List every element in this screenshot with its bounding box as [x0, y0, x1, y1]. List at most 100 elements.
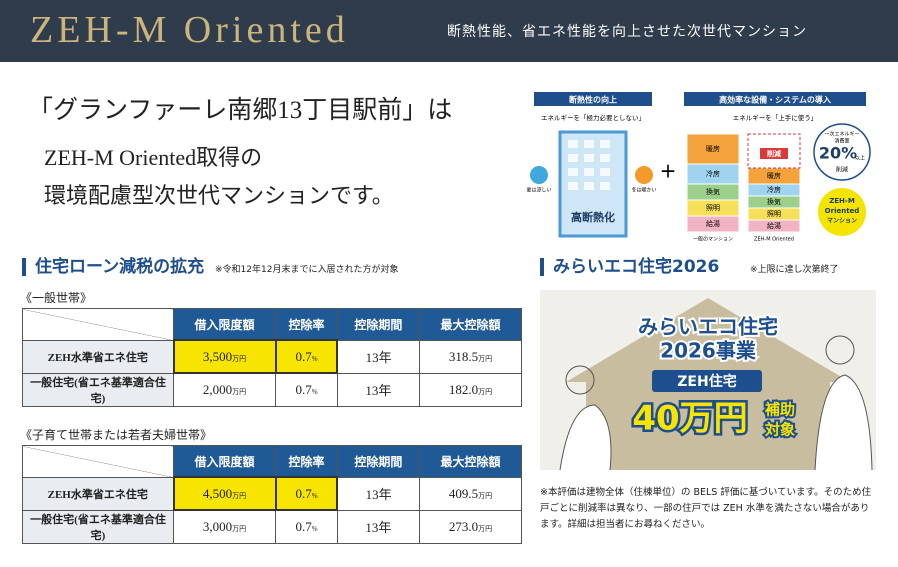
table-cell: 4,500万円 — [172, 476, 277, 511]
banner-suffix: 対象 — [764, 421, 795, 439]
row-type: 一般住宅(省エネ基準適合住宅) — [22, 509, 174, 544]
cell-unit: 万円 — [478, 387, 493, 396]
use-label: 照明 — [767, 210, 781, 218]
use-label: 換気 — [706, 187, 720, 196]
use-label: 照明 — [706, 204, 720, 212]
table-cell: 13年 — [336, 339, 420, 374]
row-type: ZEH水準省エネ住宅 — [22, 339, 174, 374]
table-cell: 0.7% — [275, 372, 338, 407]
cell-unit: 万円 — [478, 354, 493, 363]
diagram-label: 高断熱化 — [571, 210, 615, 224]
banner-tag: ZEH住宅 — [677, 373, 736, 390]
cell-unit: 万円 — [232, 524, 247, 533]
cell-amount: 318.5 — [448, 348, 479, 364]
plus: + — [660, 159, 677, 183]
badge-text: 一次エネルギー — [824, 131, 859, 138]
cell-amount: 3,000 — [202, 518, 233, 534]
result-text: マンション — [827, 218, 857, 225]
cell-unit: 万円 — [232, 491, 247, 500]
badge-text: 消費量 — [834, 138, 849, 145]
column-header: 最大控除額 — [418, 445, 523, 478]
table-cell: 182.0万円 — [418, 372, 523, 407]
cell-amount: 182.0 — [448, 381, 479, 397]
column-header: 最大控除額 — [418, 308, 523, 341]
use-label: 給湯 — [706, 219, 720, 228]
cell-amount: 2,000 — [202, 381, 233, 397]
cell-unit: 万円 — [478, 524, 493, 533]
table-cell: 273.0万円 — [418, 509, 523, 544]
table-row: ZEH水準省エネ住宅 4,500万円 0.7% 13年 409.5万円 — [22, 476, 523, 511]
intro-line: 環境配慮型次世代マンションです。 — [44, 183, 394, 208]
table-cell: 2,000万円 — [172, 372, 277, 407]
use-label: 給湯 — [767, 221, 781, 230]
cell-amount: 273.0 — [448, 518, 479, 534]
result-text: Oriented — [825, 207, 860, 215]
diagram-caption: エネルギーを「極力必要としない」 — [541, 113, 645, 122]
eco-banner: みらいエコ住宅 2026事業 ZEH住宅 40万円 補助 対象 — [540, 290, 876, 470]
table-cell: 3,500万円 — [172, 339, 277, 374]
section-title: 住宅ローン減税の拡充 — [22, 258, 204, 276]
badge-text: 以上 — [855, 155, 865, 162]
table-cell: 0.7% — [275, 509, 338, 544]
table-cell: 409.5万円 — [418, 476, 523, 511]
column-header: 借入限度額 — [172, 308, 277, 341]
cell-unit: % — [311, 491, 318, 500]
use-label: 換気 — [767, 197, 781, 206]
column-header: 控除期間 — [336, 308, 420, 341]
section-title: みらいエコ住宅2026 — [540, 258, 719, 276]
column-header: 控除率 — [275, 308, 338, 341]
energy-diagram: 断熱性の向上 エネルギーを「極力必要としない」 高断熱化 夏は涼しい 冬は暖かい… — [526, 92, 871, 243]
table-label: 《子育て世帯または若者夫婦世帯》 — [20, 428, 213, 442]
corner-cell — [22, 445, 174, 478]
tax-table: 借入限度額 控除率 控除期間 最大控除額 ZEH水準省エネ住宅 4,500万円 0.7% 13… — [22, 445, 523, 544]
cell-unit: % — [311, 524, 318, 533]
table-row: ZEH水準省エネ住宅 3,500万円 0.7% 13年 318.5万円 — [22, 339, 523, 374]
table-row: 一般住宅(省エネ基準適合住宅) 2,000万円 0.7% 13年 182.0万円 — [22, 372, 523, 407]
header-subtitle: 断熱性能、省エネ性能を向上させた次世代マンション — [447, 24, 807, 40]
cell-unit: % — [311, 354, 318, 363]
reduction-label: 削減 — [767, 149, 781, 158]
cell-amount: 0.7 — [295, 348, 312, 364]
table-cell: 3,000万円 — [172, 509, 277, 544]
bar-label: 一般のマンション — [693, 236, 733, 243]
bar-label: ZEH-M Oriented — [754, 237, 794, 243]
cell-amount: 13年 — [365, 487, 392, 502]
intro-line: ZEH-M Oriented取得の — [44, 145, 263, 170]
banner-amount: 40万円 — [632, 399, 747, 439]
banner-text: みらいエコ住宅 — [638, 315, 778, 339]
cell-amount: 4,500 — [202, 485, 233, 501]
table-cell: 13年 — [336, 372, 420, 407]
use-label: 暖房 — [767, 171, 781, 180]
column-header: 借入限度額 — [172, 445, 277, 478]
reduced-area — [747, 133, 801, 169]
table-label: 《一般世帯》 — [20, 291, 93, 305]
column-header: 控除期間 — [336, 445, 420, 478]
icon-label: 冬は暖かい — [631, 187, 656, 194]
row-type: ZEH水準省エネ住宅 — [22, 476, 174, 511]
use-label: 暖房 — [706, 144, 720, 153]
table-cell: 13年 — [336, 509, 420, 544]
cell-unit: 万円 — [478, 491, 493, 500]
table-cell: 0.7% — [274, 476, 339, 511]
cell-amount: 0.7 — [295, 485, 312, 501]
section-note: ※令和12年12月末までに入居された方が対象 — [215, 265, 399, 275]
cell-amount: 13年 — [365, 520, 392, 535]
header: ZEH-M Oriented 断熱性能、省エネ性能を向上させた次世代マンション — [0, 0, 898, 62]
badge-text: 削減 — [836, 166, 848, 174]
cell-amount: 0.7 — [295, 518, 312, 534]
use-label: 冷房 — [706, 169, 720, 178]
table-cell: 318.5万円 — [418, 339, 523, 374]
table-row: 一般住宅(省エネ基準適合住宅) 3,000万円 0.7% 13年 273.0万円 — [22, 509, 523, 544]
badge-value: 20% — [819, 144, 857, 163]
cell-amount: 13年 — [365, 350, 392, 365]
diagram-caption: エネルギーを「上手に使う」 — [733, 113, 818, 122]
header-title: ZEH-M Oriented — [30, 9, 349, 51]
cell-unit: 万円 — [232, 354, 247, 363]
table-cell: 0.7% — [274, 339, 339, 374]
cell-amount: 0.7 — [295, 381, 312, 397]
cell-amount: 409.5 — [448, 485, 479, 501]
header-row: 借入限度額 控除率 控除期間 最大控除額 — [22, 308, 523, 341]
cell-amount: 3,500 — [202, 348, 233, 364]
section-note: ※上限に達し次第終了 — [750, 265, 839, 275]
column-header: 控除率 — [275, 445, 338, 478]
